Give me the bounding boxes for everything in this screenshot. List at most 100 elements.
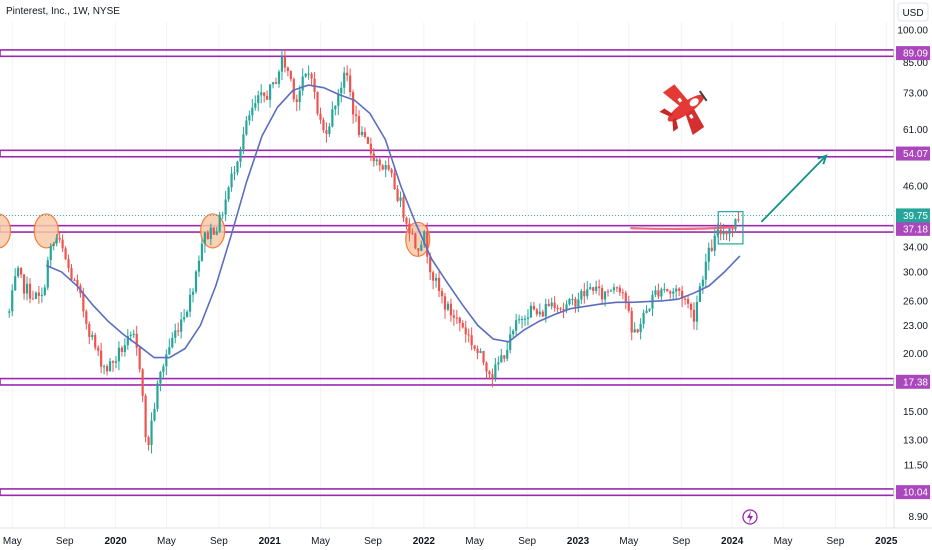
candle-body: [681, 290, 684, 299]
candle-body: [645, 310, 648, 313]
candle: [467, 328, 470, 343]
candle: [642, 309, 645, 329]
candle: [319, 107, 322, 124]
candle-body: [372, 153, 375, 162]
candle: [126, 329, 129, 350]
candle-body: [606, 291, 610, 293]
candle: [417, 248, 420, 256]
candle-body: [612, 287, 616, 291]
candle: [212, 227, 215, 235]
candle: [592, 286, 595, 295]
candle-body: [503, 355, 506, 359]
candle-body: [595, 286, 598, 291]
candle-body: [669, 291, 672, 294]
candle-body: [532, 305, 536, 310]
x-tick-label: May: [465, 536, 484, 547]
candle: [660, 287, 663, 301]
red-level-marker: [630, 226, 736, 231]
candle: [248, 110, 251, 126]
level-price-label: 37.18: [903, 224, 928, 235]
candle-body: [432, 272, 435, 281]
candle: [343, 66, 346, 95]
candle: [274, 77, 278, 85]
candle-body: [437, 277, 441, 292]
candle-body: [138, 347, 141, 370]
candle: [378, 158, 381, 172]
candle: [230, 166, 233, 192]
candle: [538, 303, 541, 318]
candle-body: [340, 87, 343, 94]
candle: [188, 288, 192, 318]
candle: [31, 290, 35, 300]
candle: [94, 332, 97, 351]
candle-body: [177, 330, 180, 332]
candle-body: [22, 274, 26, 294]
lightning-icon[interactable]: [742, 509, 758, 525]
price-axis-panel[interactable]: [894, 0, 932, 550]
candle: [562, 302, 565, 319]
candle: [689, 302, 693, 318]
candle-body: [479, 351, 482, 353]
candle: [686, 295, 690, 309]
candle-body: [565, 304, 568, 311]
projection-arrow-head: [817, 154, 828, 165]
candle-body: [414, 233, 417, 249]
candle: [266, 90, 269, 101]
candle: [191, 288, 195, 303]
candle-body: [396, 189, 399, 201]
candle: [645, 305, 648, 314]
candle: [97, 345, 100, 357]
candle: [111, 360, 115, 372]
candle-body: [722, 232, 725, 235]
currency-button[interactable]: [897, 2, 929, 22]
candlesticks: [8, 49, 740, 454]
candle-body: [46, 260, 49, 288]
candle: [85, 309, 88, 330]
candle-body: [310, 73, 313, 79]
candle-body: [467, 334, 470, 336]
candle-body: [171, 337, 174, 348]
candle-body: [64, 248, 67, 260]
candle: [737, 211, 740, 223]
candle-body: [710, 247, 713, 251]
candle-body: [277, 71, 281, 84]
candle: [725, 230, 728, 241]
candle-body: [97, 347, 100, 351]
candle: [669, 289, 672, 299]
candle-body: [251, 107, 254, 116]
candle-body: [731, 228, 734, 230]
candle: [458, 316, 461, 332]
candle: [117, 341, 121, 371]
x-tick-label: May: [157, 536, 176, 547]
y-tick-label: 85.00: [903, 58, 928, 69]
candle: [695, 295, 699, 331]
candle: [692, 302, 696, 330]
candle-body: [360, 131, 364, 135]
candle-body: [609, 290, 613, 292]
candle-body: [405, 217, 408, 224]
candle: [203, 231, 206, 253]
candle-body: [378, 159, 381, 166]
candle: [488, 370, 491, 380]
candle-body: [188, 294, 192, 312]
x-tick-label: May: [3, 536, 22, 547]
candle: [177, 322, 180, 336]
candle: [615, 286, 619, 293]
candle-body: [61, 239, 64, 249]
candle-body: [636, 329, 639, 333]
candle: [28, 278, 32, 304]
candle-body: [260, 92, 263, 96]
x-tick-label: 2024: [721, 536, 744, 547]
x-tick-label: 2020: [104, 536, 127, 547]
moving-average-line: [45, 84, 741, 359]
candle-body: [40, 294, 43, 296]
price-axis-ticks: 8.90 11.50 13.00 15.00 20.00 23.00 26.00 30.00 3…: [896, 25, 930, 523]
candle-body: [159, 371, 162, 384]
candle: [40, 287, 43, 303]
candle: [174, 323, 177, 344]
candle: [360, 126, 364, 137]
chart-title: Pinterest, Inc., 1W, NYSE: [6, 6, 120, 17]
candle-body: [627, 302, 630, 311]
candle: [91, 331, 94, 341]
